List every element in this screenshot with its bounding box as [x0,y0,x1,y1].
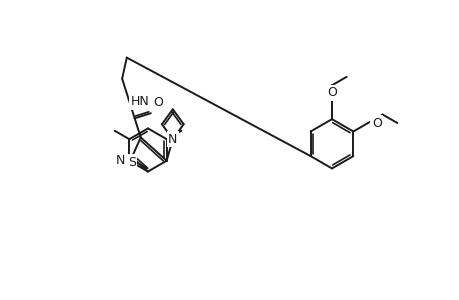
Text: O: O [153,96,162,110]
Text: N: N [168,133,177,146]
Text: O: O [371,116,381,130]
Text: HN: HN [131,95,149,108]
Text: S: S [128,156,136,169]
Text: O: O [326,86,336,99]
Text: N: N [116,154,125,167]
